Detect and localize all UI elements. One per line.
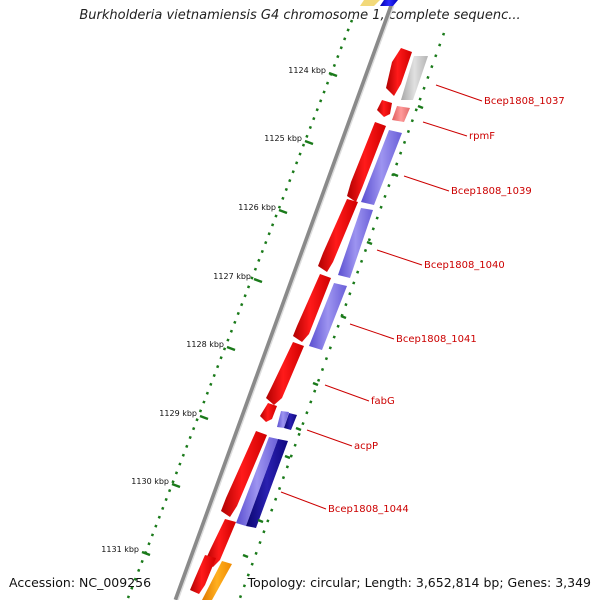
cds-track: [190, 48, 412, 594]
gene-label[interactable]: acpP: [354, 441, 378, 452]
cds-arrow: [266, 342, 304, 405]
axis-tick-mark: [141, 550, 151, 557]
backbone-outer: [173, 4, 395, 600]
cds-arrow: [293, 274, 331, 342]
accession-text: Accession: NC_009256: [9, 575, 152, 590]
cds-arrow: [221, 431, 267, 517]
axis-tick-label: 1130 kbp: [131, 477, 169, 486]
gene-leader-line: [376, 249, 423, 266]
axis-tick-mark: [171, 482, 181, 489]
top-yellow-feature: [360, 0, 380, 6]
gene-leader-line: [280, 491, 327, 510]
axis-tick-label: 1126 kbp: [238, 203, 276, 212]
gene-leader-line: [349, 323, 395, 340]
backbone-inner: [177, 4, 395, 600]
cds-arrow: [386, 48, 412, 96]
axis-tick-label: 1127 kbp: [213, 272, 251, 281]
axis-tick-mark: [278, 208, 288, 215]
axis-ticks: 1124 kbp 1125 kbp 1126 kbp 1127 kbp 1128 kbp…: [101, 66, 338, 557]
axis-tick-label: 1128 kbp: [186, 340, 224, 349]
axis-tick-mark: [253, 277, 263, 284]
match-block: [309, 283, 347, 350]
match-block: [392, 106, 410, 122]
map-title: Burkholderia vietnamiensis G4 chromosome…: [79, 8, 521, 23]
gene-leader-line: [324, 384, 370, 402]
axis-tick-label: 1131 kbp: [101, 545, 139, 554]
axis-tick-label: 1129 kbp: [159, 409, 197, 418]
gene-leader-line: [403, 175, 450, 192]
gene-label[interactable]: fabG: [371, 396, 395, 407]
match-block: [361, 130, 402, 205]
gene-leader-line: [422, 121, 468, 137]
gene-label[interactable]: Bcep1808_1040: [424, 260, 505, 271]
cds-arrow: [318, 199, 358, 272]
cds-arrow: [347, 122, 386, 202]
axis-tick-mark: [226, 345, 236, 352]
cds-arrow: [377, 100, 392, 117]
axis-tick-label: 1125 kbp: [264, 134, 302, 143]
top-blue-feature: [380, 0, 398, 6]
feature-ticks: [242, 104, 424, 559]
gene-leader-line: [306, 429, 353, 447]
gene-leader-line: [435, 84, 483, 102]
axis-tick-mark: [328, 71, 338, 78]
gene-label[interactable]: Bcep1808_1044: [328, 504, 409, 515]
match-block: [277, 411, 289, 428]
cds-arrow: [260, 403, 277, 422]
match-block: [202, 561, 232, 600]
match-block: [401, 56, 428, 100]
axis-tick-mark: [304, 139, 314, 146]
gene-labels: Bcep1808_1037 rpmF Bcep1808_1039 Bcep1808_1…: [280, 84, 565, 515]
match-block: [246, 439, 288, 528]
match-block: [236, 437, 278, 526]
axis-tick-label: 1124 kbp: [288, 66, 326, 75]
gene-label[interactable]: Bcep1808_1041: [396, 334, 477, 345]
gene-label[interactable]: Bcep1808_1039: [451, 186, 532, 197]
match-block: [284, 413, 297, 430]
cds-arrow: [190, 555, 216, 594]
axis-tick-mark: [199, 414, 209, 421]
gene-label[interactable]: rpmF: [469, 131, 495, 142]
match-track: [202, 56, 428, 600]
topology-text: Topology: circular; Length: 3,652,814 bp…: [247, 575, 591, 590]
match-block: [338, 208, 373, 278]
cds-arrow: [205, 519, 236, 567]
gene-label[interactable]: Bcep1808_1037: [484, 96, 565, 107]
